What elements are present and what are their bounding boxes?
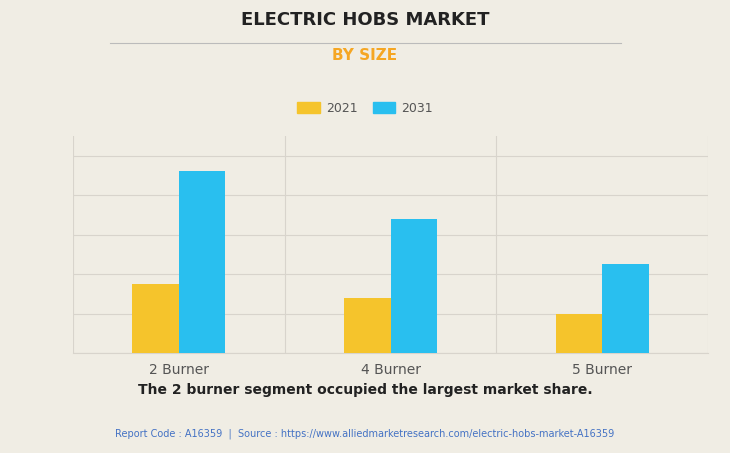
Text: BY SIZE: BY SIZE — [332, 48, 398, 63]
Bar — [602, 265, 649, 353]
Text: Report Code : A16359  |  Source : https://www.alliedmarketresearch.com/electric-: Report Code : A16359 | Source : https://… — [115, 428, 615, 439]
Bar — [556, 314, 602, 353]
Bar — [391, 219, 437, 353]
Text: ELECTRIC HOBS MARKET: ELECTRIC HOBS MARKET — [241, 11, 489, 29]
Legend: 2021, 2031: 2021, 2031 — [292, 97, 438, 120]
Bar — [132, 284, 179, 353]
Text: The 2 burner segment occupied the largest market share.: The 2 burner segment occupied the larges… — [138, 383, 592, 397]
Bar — [179, 172, 226, 353]
Bar — [344, 298, 391, 353]
